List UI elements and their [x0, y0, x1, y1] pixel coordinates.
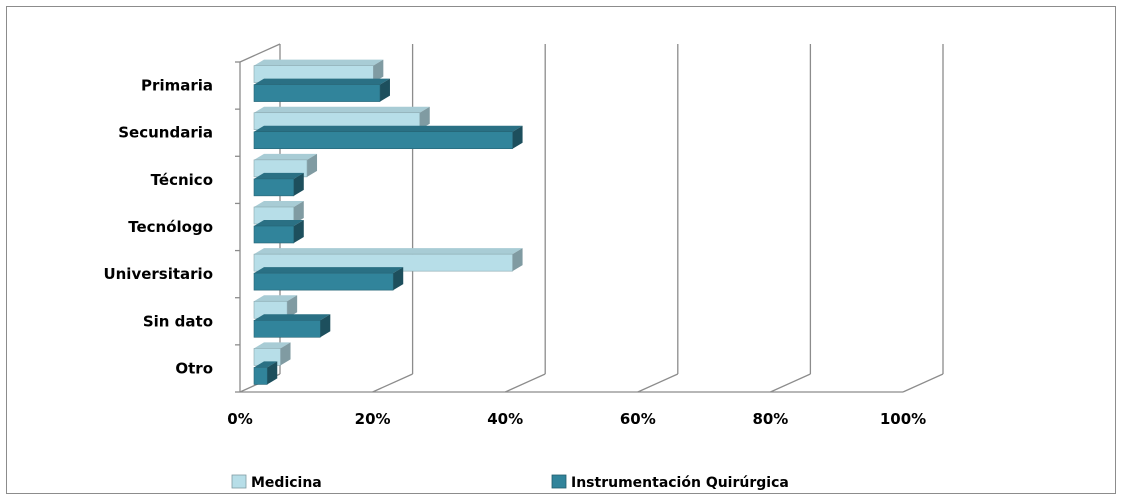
bar-top	[254, 78, 390, 85]
bar-side	[512, 125, 523, 149]
gridline-floor	[637, 373, 679, 393]
bar	[253, 84, 381, 102]
bar-top	[254, 267, 404, 274]
legend-label: Instrumentación Quirúrgica	[571, 475, 789, 491]
y-axis-top-edge	[239, 43, 281, 63]
category-label: Secundaria	[118, 124, 213, 142]
bar-side	[287, 295, 298, 319]
bar	[253, 272, 394, 291]
bar	[253, 131, 513, 150]
legend-swatch	[231, 474, 247, 489]
bar-side	[293, 201, 304, 224]
bar-side	[307, 153, 318, 177]
bar-top	[254, 314, 331, 321]
x-tick-label: 20%	[355, 410, 391, 428]
category-label: Técnico	[151, 171, 213, 189]
bar-side	[320, 314, 331, 338]
x-tick-label: 40%	[487, 410, 523, 428]
bar-side	[293, 220, 304, 243]
bar-side	[280, 342, 291, 366]
category-label: Sin dato	[143, 312, 213, 330]
bar-top	[254, 172, 304, 179]
gridline-floor	[902, 373, 944, 393]
bar-top	[254, 106, 430, 113]
bar-top	[254, 125, 523, 132]
bar-top	[254, 295, 298, 302]
bar-top	[254, 59, 384, 66]
bar-side	[393, 267, 404, 291]
bar	[253, 367, 268, 385]
bar-side	[512, 248, 523, 272]
legend-swatch	[551, 474, 567, 489]
bar-top	[254, 153, 318, 160]
bar-top	[254, 201, 304, 207]
x-tick-label: 100%	[880, 410, 926, 428]
gridline-floor	[770, 373, 811, 393]
bar-side	[419, 106, 430, 130]
bar-side	[373, 59, 384, 83]
bar-side	[293, 172, 304, 196]
bar	[253, 178, 295, 197]
bar-top	[254, 361, 278, 368]
chart-frame	[6, 6, 1116, 494]
gridline-floor	[504, 373, 546, 393]
bar-top	[254, 220, 304, 226]
bar-top	[254, 342, 291, 349]
bar	[253, 319, 321, 338]
category-label: Tecnólogo	[128, 218, 213, 236]
bar-side	[267, 361, 278, 385]
category-label: Otro	[175, 359, 213, 377]
x-tick-label: 0%	[227, 410, 252, 428]
category-label: Primaria	[141, 77, 213, 95]
category-label: Universitario	[103, 265, 213, 283]
x-tick-label: 80%	[752, 410, 788, 428]
bar-side	[379, 78, 390, 102]
bar-top	[254, 248, 523, 255]
bar	[253, 225, 295, 244]
legend-label: Medicina	[251, 475, 322, 491]
x-tick-label: 60%	[620, 410, 656, 428]
gridline-floor	[372, 373, 413, 393]
